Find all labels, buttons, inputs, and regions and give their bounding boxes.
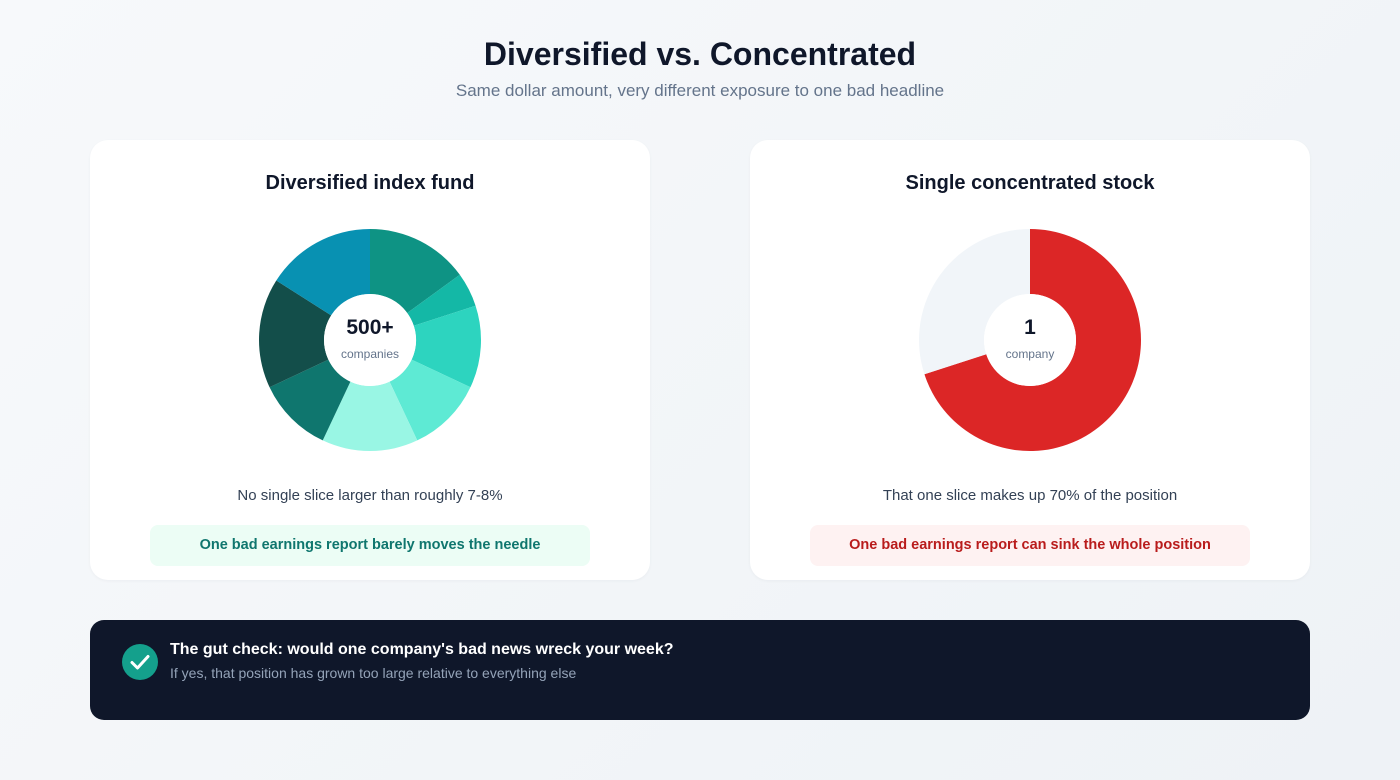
check-icon [122,644,158,680]
donut-slice-5 [322,381,418,451]
center-value: 500+ [346,316,394,339]
donut-hole [324,294,416,386]
donut-slice-8 [276,229,370,316]
concentrated-card: Single concentrated stock 1 company That… [750,140,1310,580]
center-label: companies [340,347,400,361]
callout-good: One bad earnings report barely moves the… [150,525,590,566]
donut-slice-6 [269,359,351,441]
donut-slice-7 [259,280,332,388]
donut-slice-1 [924,229,1141,451]
banner-title: The gut check: would one company's bad n… [170,641,674,658]
center-label: company [1005,347,1055,361]
chart-caption: That one slice makes up 70% of the posit… [882,487,1178,504]
concentrated-donut-chart [919,229,1141,451]
page-subtitle: Same dollar amount, very different expos… [455,81,945,100]
chart-caption: No single slice larger than roughly 7-8% [237,487,503,504]
callout-bad: One bad earnings report can sink the who… [810,525,1250,566]
center-value: 1 [1024,316,1036,339]
banner-subtitle: If yes, that position has grown too larg… [170,665,577,681]
donut-slice-3 [411,305,481,388]
donut-slice-1 [370,229,460,313]
diversified-donut-chart [259,229,481,451]
gut-check-banner: The gut check: would one company's bad n… [90,620,1310,720]
card-title: Single concentrated stock [905,172,1155,194]
donut-slice-2 [919,229,1030,375]
diversified-card: Diversified index fund 500+ companies No… [90,140,650,580]
donut-slice-2 [407,274,476,326]
donut-hole [984,294,1076,386]
page-title: Diversified vs. Concentrated [483,36,917,72]
donut-slice-4 [389,359,471,441]
card-title: Diversified index fund [265,172,475,194]
